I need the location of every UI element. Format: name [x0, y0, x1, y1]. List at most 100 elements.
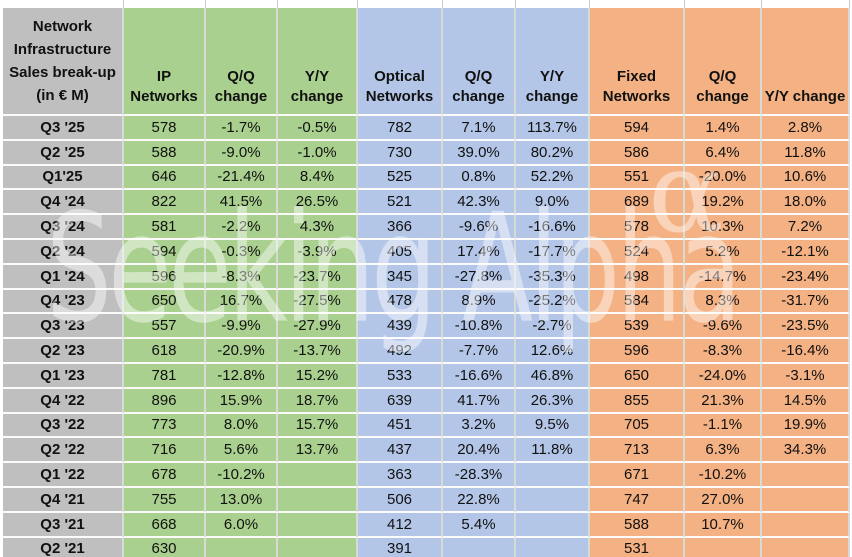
data-cell [516, 537, 590, 557]
data-cell: 730 [358, 140, 443, 166]
data-cell: -1.7% [206, 116, 278, 141]
data-cell: -14.7% [685, 264, 762, 290]
col-header-optical-networks: Optical Networks [358, 8, 443, 116]
data-cell: -20.9% [206, 339, 278, 364]
data-cell: 11.8% [516, 438, 590, 464]
data-cell: 13.7% [278, 438, 358, 464]
data-cell: 18.0% [762, 190, 850, 216]
data-cell: 773 [124, 413, 206, 439]
table-row: Q4 '23 650 16.7% -27.5% 478 8.9% -25.2% 584 8.3%… [3, 289, 850, 315]
data-cell [516, 512, 590, 538]
title-line: (in € M) [36, 87, 89, 104]
table-row: Q4 '22 896 15.9% 18.7% 639 41.7% 26.3% 855 21.3%… [3, 388, 850, 414]
data-cell: -3.9% [278, 239, 358, 265]
data-cell: -9.6% [685, 314, 762, 340]
table-row: Q1'25 646 -21.4% 8.4% 525 0.8% 52.2% 551 -20.0% 1… [3, 165, 850, 191]
data-cell: 506 [358, 487, 443, 513]
table-row: Q4 '21 755 13.0% 506 22.8% 747 27.0% [3, 487, 850, 513]
data-cell: -23.7% [278, 264, 358, 290]
data-cell: 782 [358, 116, 443, 141]
data-cell: 10.3% [685, 215, 762, 240]
data-cell: 584 [590, 289, 685, 315]
data-cell [278, 512, 358, 538]
row-label: Q4 '21 [3, 487, 124, 513]
data-cell: -28.3% [443, 463, 516, 488]
data-cell: -9.9% [206, 314, 278, 340]
table-row: Q2 '22 716 5.6% 13.7% 437 20.4% 11.8% 713 6.3% 34… [3, 438, 850, 464]
top-gridline-strip [0, 0, 852, 8]
data-cell: 19.2% [685, 190, 762, 216]
col-header-ip-qq-change: Q/Q change [206, 8, 278, 116]
data-cell: 646 [124, 165, 206, 191]
table-row: Q4 '24 822 41.5% 26.5% 521 42.3% 9.0% 689 19.2% 1… [3, 190, 850, 216]
row-label: Q4 '22 [3, 388, 124, 414]
data-cell: -12.8% [206, 363, 278, 389]
row-label: Q4 '23 [3, 289, 124, 315]
data-cell [762, 463, 850, 488]
data-cell: 630 [124, 537, 206, 557]
col-header-fixed-qq-change: Q/Q change [685, 8, 762, 116]
table-row: Q1 '24 596 -8.3% -23.7% 345 -27.8% -35.3% 498 -1… [3, 264, 850, 290]
data-cell: 10.6% [762, 165, 850, 191]
data-cell: 594 [590, 116, 685, 141]
data-cell: 705 [590, 413, 685, 439]
data-cell: -9.0% [206, 140, 278, 166]
data-cell: 27.0% [685, 487, 762, 513]
table-row: Q1 '22 678 -10.2% 363 -28.3% 671 -10.2% [3, 463, 850, 488]
data-cell: 39.0% [443, 140, 516, 166]
data-cell: 8.9% [443, 289, 516, 315]
data-cell: 11.8% [762, 140, 850, 166]
data-cell: 581 [124, 215, 206, 240]
col-header-fixed-networks: Fixed Networks [590, 8, 685, 116]
data-cell [685, 537, 762, 557]
data-cell: -16.4% [762, 339, 850, 364]
data-cell: 10.7% [685, 512, 762, 538]
data-cell: -25.2% [516, 289, 590, 315]
data-cell: 20.4% [443, 438, 516, 464]
data-cell: 26.3% [516, 388, 590, 414]
data-cell: -31.7% [762, 289, 850, 315]
data-cell: -2.7% [516, 314, 590, 340]
row-label: Q2 '22 [3, 438, 124, 464]
col-header-ip-networks: IP Networks [124, 8, 206, 116]
data-cell: 18.7% [278, 388, 358, 414]
data-cell: 6.3% [685, 438, 762, 464]
data-cell: 7.2% [762, 215, 850, 240]
data-cell: 12.6% [516, 339, 590, 364]
data-cell: 52.2% [516, 165, 590, 191]
data-cell: -7.7% [443, 339, 516, 364]
data-cell: 524 [590, 239, 685, 265]
row-label: Q2 '24 [3, 239, 124, 265]
data-cell [443, 537, 516, 557]
data-cell: -8.3% [206, 264, 278, 290]
data-cell: 5.4% [443, 512, 516, 538]
data-cell: 391 [358, 537, 443, 557]
data-cell: 596 [590, 339, 685, 364]
data-cell: 639 [358, 388, 443, 414]
data-cell: 781 [124, 363, 206, 389]
row-label: Q3 '21 [3, 512, 124, 538]
title-line: Network [32, 18, 93, 35]
data-cell: -17.7% [516, 239, 590, 265]
data-cell [206, 537, 278, 557]
table-row: Q1 '23 781 -12.8% 15.2% 533 -16.6% 46.8% 650 -24… [3, 363, 850, 389]
table-row: Q3 '21 668 6.0% 412 5.4% 588 10.7% [3, 512, 850, 538]
data-cell: 551 [590, 165, 685, 191]
data-cell: 8.0% [206, 413, 278, 439]
data-cell: -3.1% [762, 363, 850, 389]
row-label: Q2 '23 [3, 339, 124, 364]
data-cell: 594 [124, 239, 206, 265]
data-cell: 19.9% [762, 413, 850, 439]
data-cell: -27.8% [443, 264, 516, 290]
data-cell: 15.9% [206, 388, 278, 414]
data-cell: -10.2% [685, 463, 762, 488]
data-cell: -9.6% [443, 215, 516, 240]
data-cell: 26.5% [278, 190, 358, 216]
data-cell: 5.2% [685, 239, 762, 265]
data-cell: 671 [590, 463, 685, 488]
data-cell: 478 [358, 289, 443, 315]
data-cell: 586 [590, 140, 685, 166]
col-header-fixed-yy-change: Y/Y change [762, 8, 850, 116]
row-label: Q1 '23 [3, 363, 124, 389]
